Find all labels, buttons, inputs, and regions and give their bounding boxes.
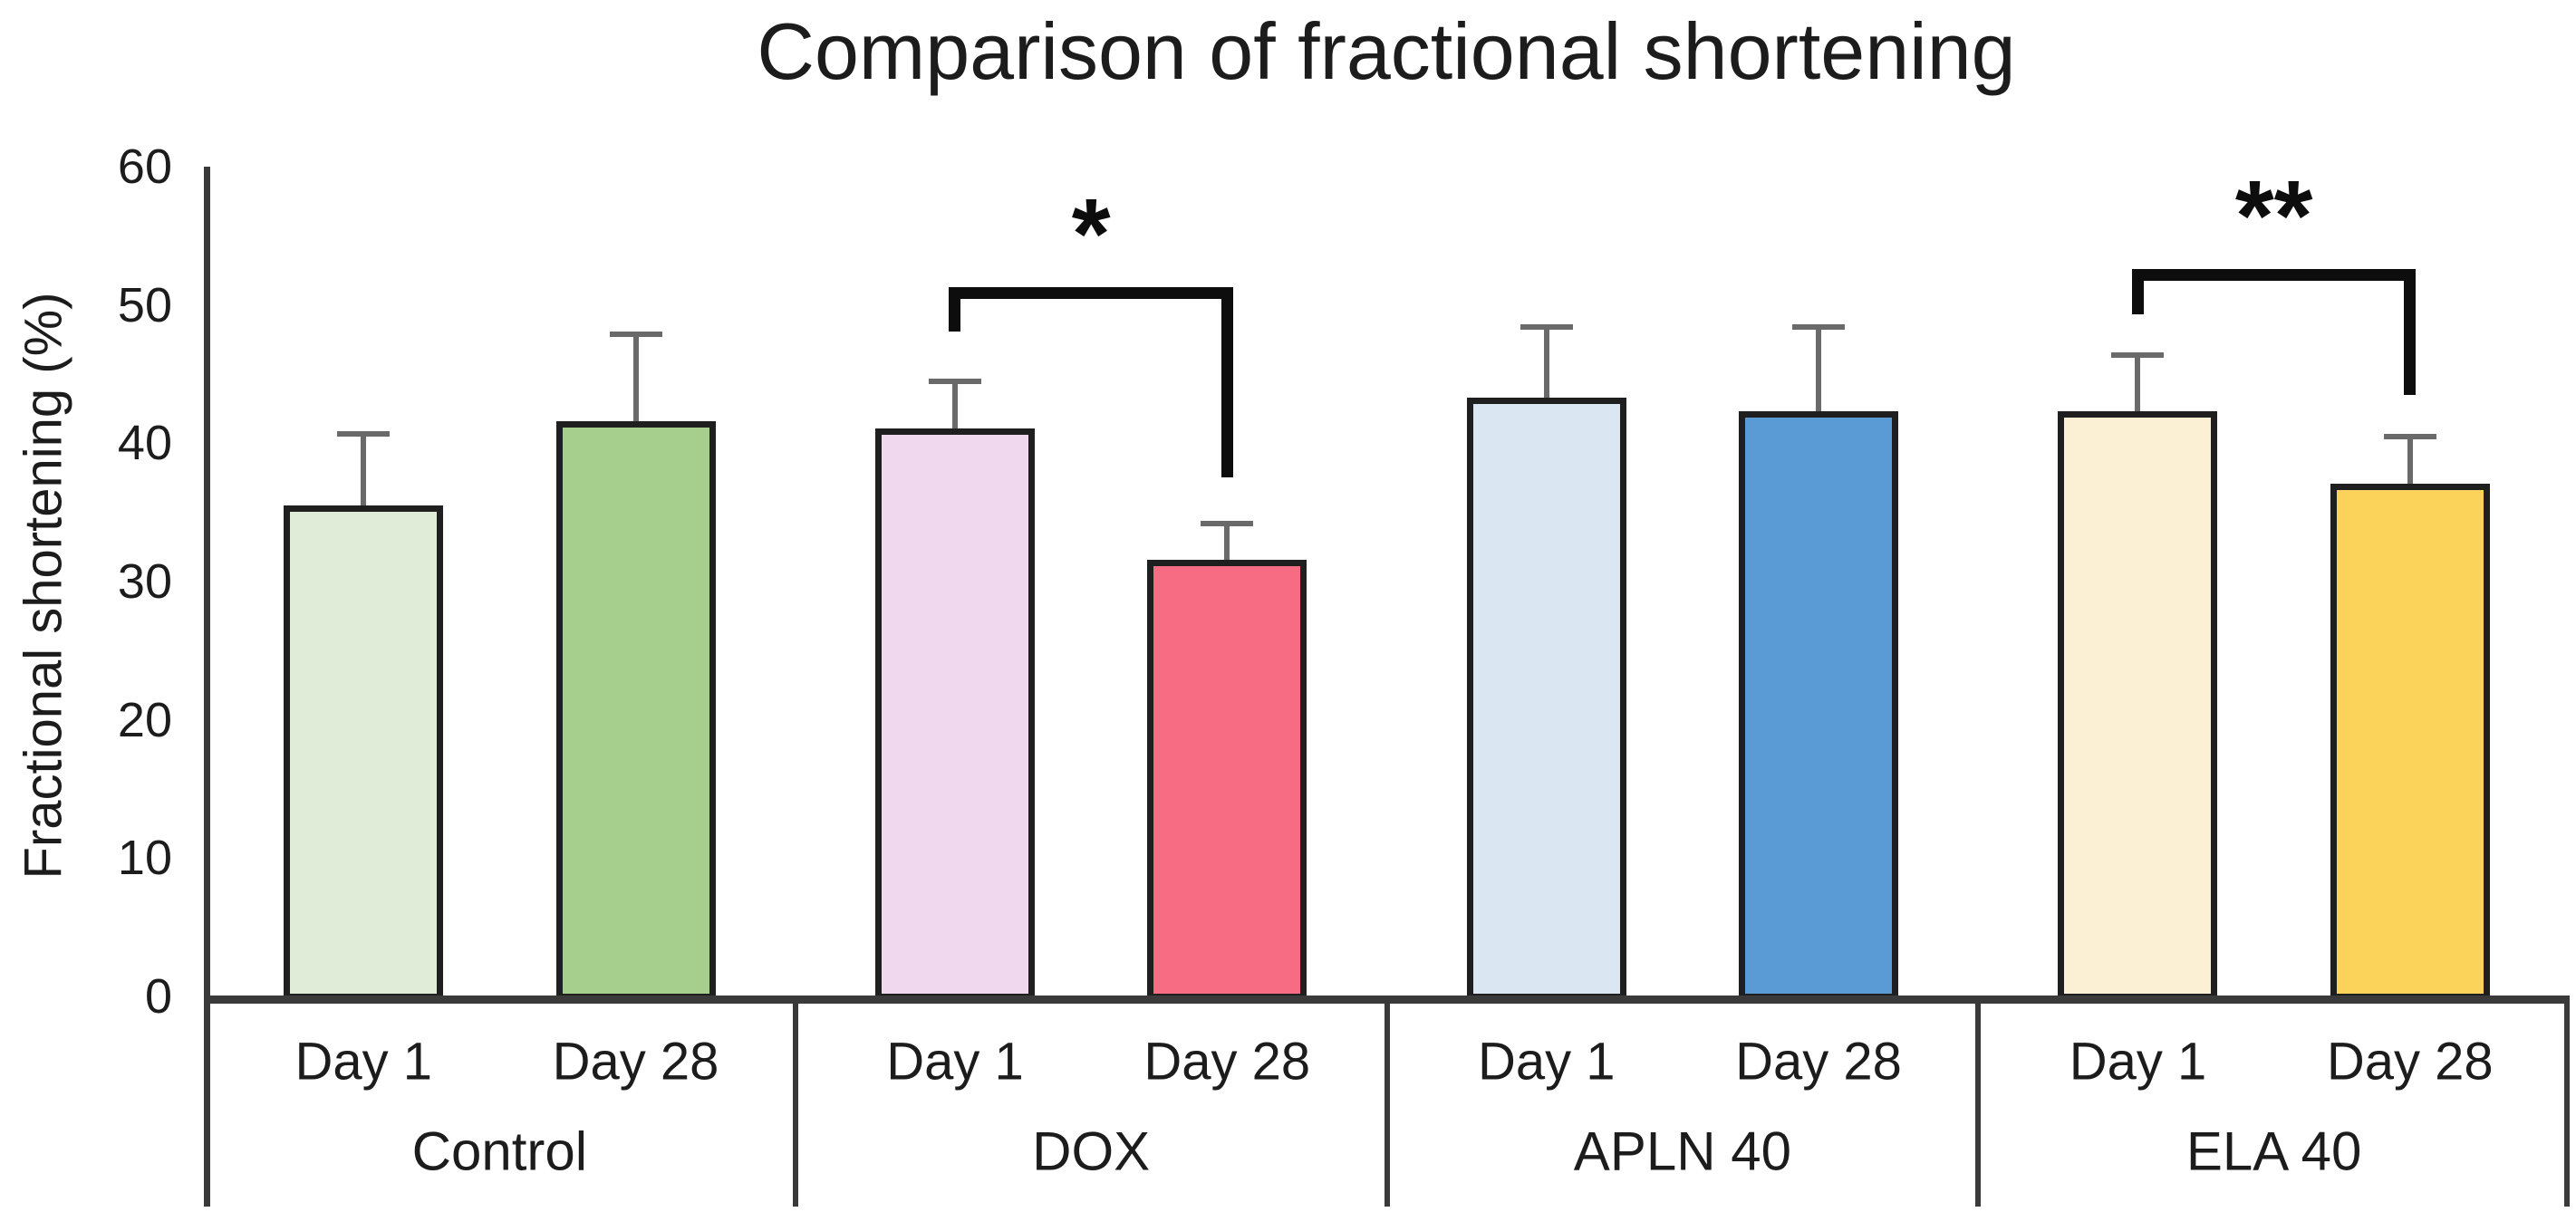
- y-tick-label: 10: [117, 831, 172, 886]
- x-category-label: Day 28: [552, 1032, 719, 1092]
- x-group-label: Control: [411, 1121, 588, 1182]
- significance-asterisk-label: *: [1071, 178, 1111, 290]
- significance-bracket-bar: [949, 286, 1233, 299]
- error-bar-cap: [1201, 520, 1254, 526]
- x-group-label: DOX: [1032, 1121, 1151, 1182]
- right-end-divider-line: [2564, 996, 2570, 1207]
- error-bar-line: [951, 380, 958, 428]
- error-bar-line: [2407, 436, 2413, 484]
- error-bar-line: [1224, 523, 1230, 560]
- error-bar-cap: [928, 378, 981, 384]
- error-bar-cap: [1792, 324, 1845, 331]
- error-bar-cap: [2111, 351, 2165, 358]
- error-bar-cap: [609, 331, 662, 337]
- x-axis-line: [204, 996, 2570, 1004]
- group-divider-line: [1975, 996, 1982, 1207]
- x-category-label: Day 28: [1143, 1032, 1311, 1092]
- error-bar-cap: [337, 430, 391, 437]
- significance-bracket-left-leg: [2131, 268, 2144, 315]
- error-bar-line: [2135, 354, 2141, 412]
- y-tick-label: 0: [144, 969, 172, 1024]
- significance-asterisk-label: **: [2234, 159, 2313, 272]
- x-group-label: APLN 40: [1573, 1121, 1791, 1182]
- y-tick-label: 40: [117, 416, 172, 471]
- y-tick-label: 60: [117, 139, 172, 194]
- error-bar-line: [632, 333, 639, 421]
- y-tick-label: 20: [117, 692, 172, 747]
- group-divider-line: [792, 996, 798, 1207]
- significance-bracket-bar: [2131, 268, 2417, 281]
- bar-apln-40-day-28: [1739, 411, 1898, 1000]
- x-category-label: Day 1: [2069, 1032, 2207, 1092]
- x-category-label: Day 1: [294, 1032, 432, 1092]
- y-tick-label: 30: [117, 554, 172, 609]
- bar-control-day-28: [555, 420, 716, 1000]
- x-category-label: Day 1: [886, 1032, 1024, 1092]
- x-category-label: Day 28: [2326, 1032, 2494, 1092]
- bar-dox-day-1: [874, 428, 1035, 1000]
- y-tick-label: 50: [117, 277, 172, 332]
- error-bar-cap: [2383, 433, 2436, 439]
- bar-control-day-1: [284, 505, 444, 1000]
- x-category-label: Day 28: [1735, 1032, 1902, 1092]
- error-bar-line: [1543, 327, 1549, 398]
- x-group-label: ELA 40: [2185, 1121, 2362, 1182]
- significance-bracket-right-leg: [2404, 268, 2417, 395]
- error-bar-line: [361, 433, 367, 506]
- x-category-label: Day 1: [1477, 1032, 1616, 1092]
- y-axis-line: [204, 167, 210, 1207]
- bar-dox-day-28: [1147, 559, 1307, 1000]
- significance-bracket-left-leg: [949, 286, 961, 332]
- significance-bracket-right-leg: [1220, 286, 1233, 478]
- bar-apln-40-day-1: [1466, 397, 1626, 1000]
- error-bar-cap: [1520, 324, 1573, 331]
- chart-title: Comparison of fractional shortening: [757, 6, 2016, 96]
- bar-ela-40-day-1: [2058, 411, 2218, 1000]
- bar-ela-40-day-28: [2330, 483, 2490, 1000]
- group-divider-line: [1384, 996, 1390, 1207]
- error-bar-line: [1816, 327, 1821, 412]
